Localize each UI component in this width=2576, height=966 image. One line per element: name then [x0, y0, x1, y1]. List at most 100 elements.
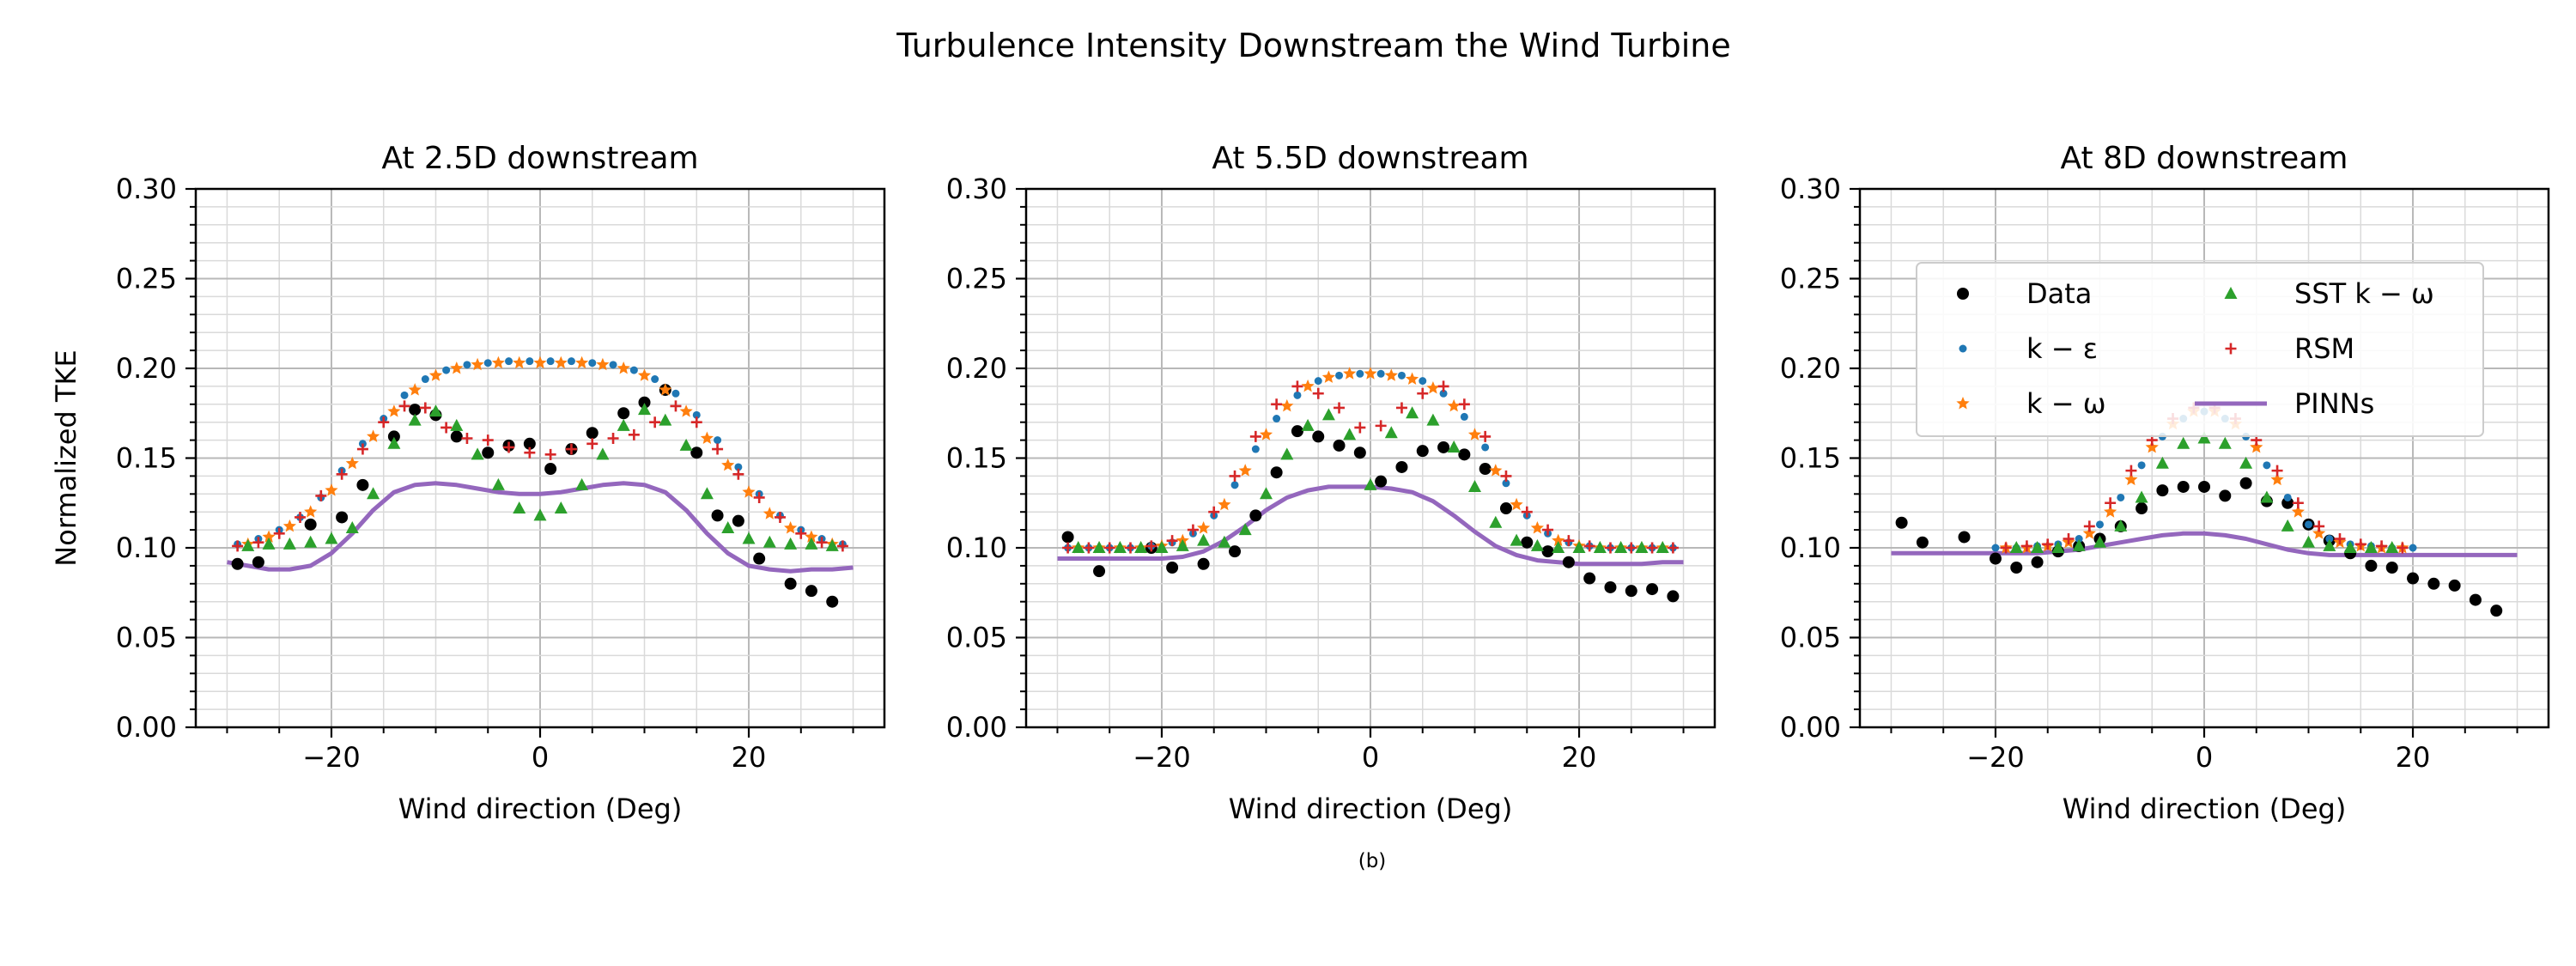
k_omega-point [1343, 367, 1357, 380]
k_omega-point [805, 530, 818, 543]
data-point [356, 478, 369, 491]
rsm-point [690, 416, 702, 428]
k_omega-point [1321, 370, 1335, 383]
rsm-point [252, 537, 264, 549]
data-point [252, 556, 264, 568]
legend-label: k − ω [2026, 387, 2105, 420]
y-tick-label: 0.00 [1780, 711, 1841, 744]
sst-point [345, 521, 359, 534]
data-point [1458, 448, 1471, 461]
sst-point [2364, 541, 2378, 553]
data-point [753, 552, 766, 565]
sst-point [2031, 541, 2044, 553]
data-point [2385, 561, 2398, 574]
data-point [1093, 565, 1106, 578]
data-point [2239, 477, 2252, 489]
legend-marker-k_epsilon [1959, 344, 1967, 353]
sst-point [617, 418, 630, 431]
y-tick-label: 0.15 [116, 442, 177, 475]
k_epsilon-point [2117, 493, 2125, 501]
y-tick-label: 0.15 [1780, 442, 1841, 475]
k_epsilon-point [1439, 389, 1448, 398]
data-point [1646, 583, 1659, 596]
rsm-point [2292, 497, 2304, 509]
rsm-point [565, 443, 577, 455]
k_omega-point [325, 483, 338, 496]
x-axis-label: Wind direction (Deg) [1229, 793, 1513, 825]
y-tick-label: 0.20 [946, 352, 1007, 385]
sst-point [1426, 413, 1440, 426]
rsm-point [461, 433, 473, 445]
data-point [1197, 557, 1210, 570]
k_omega-point [513, 355, 526, 369]
y-tick-label: 0.25 [116, 263, 177, 295]
data-point [1541, 545, 1554, 558]
rsm-point [1354, 422, 1366, 434]
k_epsilon-point [671, 389, 680, 398]
rsm-point [2125, 465, 2137, 477]
sst-point [554, 501, 568, 514]
rsm-point [670, 400, 682, 412]
y-tick-label: 0.20 [116, 352, 177, 385]
k_omega-point [1447, 398, 1461, 412]
sst-point [1552, 541, 1565, 553]
k_omega-point [2270, 472, 2284, 486]
rsm-point [482, 434, 494, 447]
y-tick-label: 0.05 [946, 622, 1007, 654]
k_omega-point [2124, 472, 2138, 486]
data-point [1583, 572, 1596, 585]
data-point [1958, 531, 1971, 544]
data-point [617, 407, 630, 420]
data-point [2448, 579, 2461, 592]
legend-marker-data [1957, 288, 1969, 300]
k_epsilon-point [588, 359, 597, 368]
sst-point [659, 413, 672, 426]
rsm-point [1334, 402, 1346, 414]
panel-title: At 5.5D downstream [1212, 141, 1528, 176]
x-axis-label: Wind direction (Deg) [398, 793, 683, 825]
rsm-point [1667, 542, 1679, 554]
legend-label: RSM [2294, 332, 2354, 365]
y-axis-label: Normalized TKE [50, 349, 82, 566]
k_omega-point [1510, 497, 1523, 511]
k_omega-point [533, 355, 547, 369]
rsm-point [1437, 380, 1449, 392]
k_omega-point [2104, 505, 2117, 518]
data-point [1895, 516, 1908, 529]
rsm-point [232, 540, 244, 552]
k_omega-point [304, 505, 318, 518]
data-point [1312, 430, 1325, 443]
k_omega-point [679, 404, 693, 417]
legend-entry: RSM [2225, 332, 2354, 365]
y-tick-label: 0.20 [1780, 352, 1841, 385]
data-point [450, 430, 463, 443]
k_epsilon-point [2137, 461, 2146, 470]
data-point [784, 577, 797, 590]
rsm-point [586, 438, 598, 450]
rsm-point [1062, 542, 1074, 554]
series-data [1061, 425, 1680, 603]
pinns-line [227, 481, 854, 574]
sst-point [742, 532, 756, 544]
rsm-point [2042, 538, 2054, 550]
k_epsilon-point [1376, 369, 1385, 378]
rsm-point [1500, 470, 1512, 482]
k_omega-point [1218, 497, 1231, 511]
sst-point [2302, 535, 2316, 548]
rsm-point [732, 468, 744, 480]
k_omega-point [1552, 533, 1565, 547]
sst-point [2072, 538, 2086, 551]
rsm-point [607, 433, 619, 445]
k_epsilon-point [505, 357, 513, 366]
x-tick-label: 0 [532, 741, 549, 774]
axes-frame [1024, 187, 1716, 729]
sst-point [1364, 477, 1377, 490]
k_epsilon-point [483, 359, 492, 368]
k_omega-point [367, 429, 380, 442]
k_omega-point [2291, 505, 2305, 518]
data-point [638, 396, 651, 409]
k_epsilon-point [1230, 481, 1239, 489]
y-tick-label: 0.30 [1780, 173, 1841, 205]
k_epsilon-point [2305, 520, 2313, 529]
